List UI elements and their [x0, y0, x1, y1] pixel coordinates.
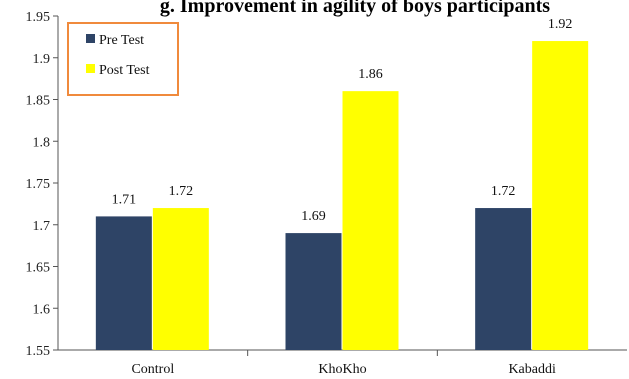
data-label: 1.86 — [358, 67, 383, 82]
data-label: 1.72 — [169, 184, 194, 199]
data-label: 1.71 — [112, 192, 137, 207]
legend-swatch — [86, 64, 95, 73]
data-label: 1.69 — [301, 209, 326, 224]
data-label: 1.92 — [548, 17, 573, 32]
bar-pre-test — [285, 233, 342, 350]
chart-title: g. Improvement in agility of boys partic… — [160, 0, 550, 17]
legend-label: Post Test — [99, 63, 150, 78]
y-tick-label: 1.65 — [26, 261, 51, 276]
x-category-label: KhoKho — [318, 362, 366, 377]
y-tick-label: 1.9 — [33, 52, 51, 67]
bar-pre-test — [475, 208, 532, 350]
x-category-label: Kabaddi — [508, 362, 556, 377]
legend-label: Pre Test — [99, 33, 144, 48]
y-tick-label: 1.7 — [33, 219, 51, 234]
bar-post-test — [152, 208, 209, 350]
legend-swatch — [86, 34, 95, 43]
y-tick-label: 1.55 — [26, 344, 51, 359]
data-label: 1.72 — [491, 184, 516, 199]
y-tick-label: 1.8 — [33, 135, 51, 150]
bar-pre-test — [95, 216, 152, 350]
x-category-label: Control — [131, 362, 174, 377]
bar-post-test — [532, 41, 589, 351]
y-tick-label: 1.95 — [26, 10, 51, 25]
y-tick-label: 1.6 — [33, 302, 51, 317]
bar-post-test — [342, 91, 399, 351]
y-tick-label: 1.75 — [26, 177, 51, 192]
y-tick-label: 1.85 — [26, 94, 51, 109]
